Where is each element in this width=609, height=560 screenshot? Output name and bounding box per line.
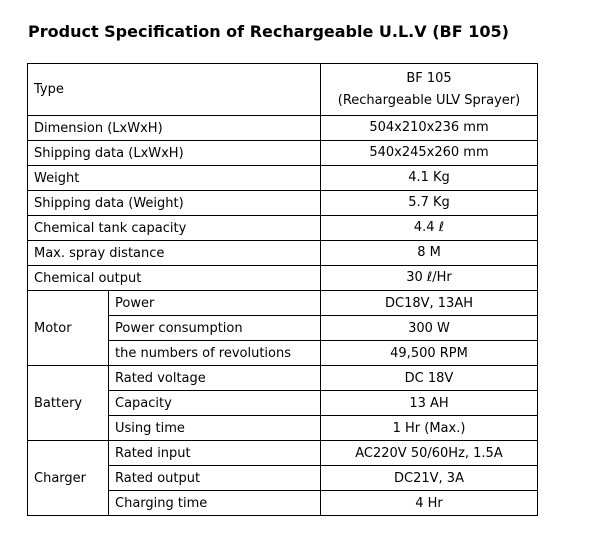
row-value: 30 ℓ/Hr: [320, 265, 538, 291]
item-label: Rated output: [108, 465, 321, 491]
title: Product Specification of Rechargeable U.…: [28, 22, 509, 41]
item-label: Using time: [108, 415, 321, 441]
row-label: Shipping data (Weight): [27, 190, 321, 216]
item-value: DC21V, 3A: [320, 465, 538, 491]
row-value: 4.1 Kg: [320, 165, 538, 191]
item-label: Charging time: [108, 490, 321, 516]
item-value: DC 18V: [320, 365, 538, 391]
row-label: Chemical output: [27, 265, 321, 291]
row: Type BF 105 (Rechargeable ULV Sprayer): [27, 63, 538, 116]
row: Weight 4.1 Kg: [27, 165, 538, 191]
row: Chemical output 30 ℓ/Hr: [27, 265, 538, 291]
item-label: the numbers of revolutions: [108, 340, 321, 366]
row-value: 540x245x260 mm: [320, 140, 538, 166]
row: the numbers of revolutions 49,500 RPM: [28, 340, 538, 366]
row-value: 504x210x236 mm: [320, 115, 538, 141]
row: Using time 1 Hr (Max.): [28, 415, 538, 441]
item-label: Rated input: [108, 440, 321, 466]
item-value: DC18V, 13AH: [320, 290, 538, 316]
group-label: Charger: [27, 440, 109, 516]
value-line: 5.7 Kg: [408, 195, 450, 210]
value-line: 30 ℓ/Hr: [406, 270, 452, 285]
value-line: 8 M: [417, 245, 441, 260]
item-label: Rated voltage: [108, 365, 321, 391]
row-value: 4.4 ℓ: [320, 215, 538, 241]
row: Shipping data (Weight) 5.7 Kg: [27, 190, 538, 216]
row: Battery Rated voltage DC 18V: [27, 365, 538, 441]
item-label: Power consumption: [108, 315, 321, 341]
row-label: Weight: [27, 165, 321, 191]
row: Capacity 13 AH: [28, 390, 538, 416]
value-line: 540x245x260 mm: [369, 145, 489, 160]
row-value: 5.7 Kg: [320, 190, 538, 216]
value-line: (Rechargeable ULV Sprayer): [337, 92, 521, 108]
row: Dimension (LxWxH) 504x210x236 mm: [27, 115, 538, 141]
item-value: 1 Hr (Max.): [320, 415, 538, 441]
row-label: Max. spray distance: [27, 240, 321, 266]
row-label: Shipping data (LxWxH): [27, 140, 321, 166]
row: Charger Rated input AC220V 50/60Hz, 1.5A: [27, 440, 538, 516]
item-label: Capacity: [108, 390, 321, 416]
value-line: BF 105: [406, 70, 452, 86]
value-line: 4.1 Kg: [408, 170, 450, 185]
row: Chemical tank capacity 4.4 ℓ: [27, 215, 538, 241]
row: Motor Power DC18V, 13AH: [27, 290, 538, 366]
row: Power consumption 300 W: [28, 315, 538, 341]
row-label: Type: [27, 63, 321, 116]
group-label: Motor: [27, 290, 109, 366]
row-label: Dimension (LxWxH): [27, 115, 321, 141]
item-value: AC220V 50/60Hz, 1.5A: [320, 440, 538, 466]
row: Rated output DC21V, 3A: [28, 465, 538, 491]
item-value: 49,500 RPM: [320, 340, 538, 366]
spec-table: Type BF 105 (Rechargeable ULV Sprayer) Dime…: [27, 63, 538, 516]
item-value: 4 Hr: [320, 490, 538, 516]
row: Max. spray distance 8 M: [27, 240, 538, 266]
group-label: Battery: [27, 365, 109, 441]
item-value: 13 AH: [320, 390, 538, 416]
row-label: Chemical tank capacity: [27, 215, 321, 241]
table-body: Type BF 105 (Rechargeable ULV Sprayer) Dime…: [27, 63, 538, 516]
item-value: 300 W: [320, 315, 538, 341]
item-label: Power: [108, 290, 321, 316]
value-line: 504x210x236 mm: [369, 120, 489, 135]
row: Shipping data (LxWxH) 540x245x260 mm: [27, 140, 538, 166]
row-value: 8 M: [320, 240, 538, 266]
value-line: 4.4 ℓ: [413, 220, 445, 235]
row-value: BF 105 (Rechargeable ULV Sprayer): [320, 63, 538, 116]
row: Charging time 4 Hr: [28, 490, 538, 516]
